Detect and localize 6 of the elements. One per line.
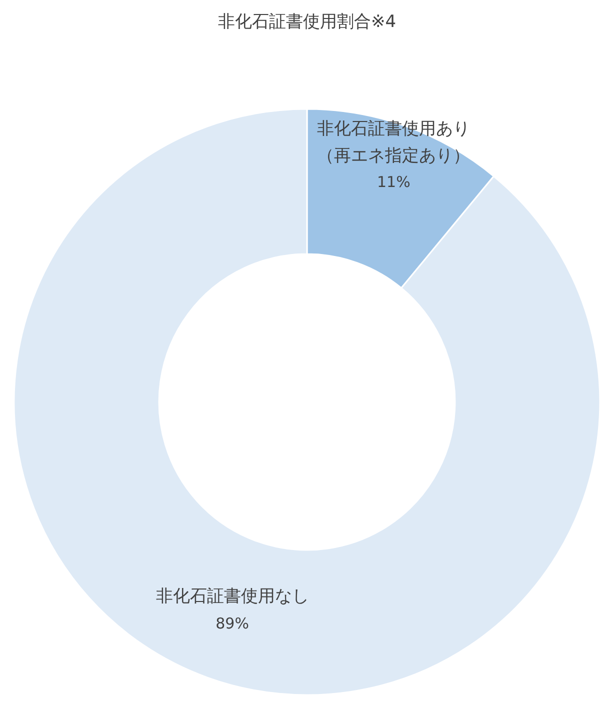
- donut-slice: [14, 108, 601, 696]
- chart-title: 非化石証書使用割合※4: [216, 11, 398, 33]
- data-label: 11%: [376, 172, 412, 193]
- data-label: 89%: [214, 613, 250, 634]
- slice-label: 非化石証書使用あり（再エネ指定あり）: [316, 117, 472, 168]
- slice-label: 非化石証書使用なし: [154, 586, 310, 609]
